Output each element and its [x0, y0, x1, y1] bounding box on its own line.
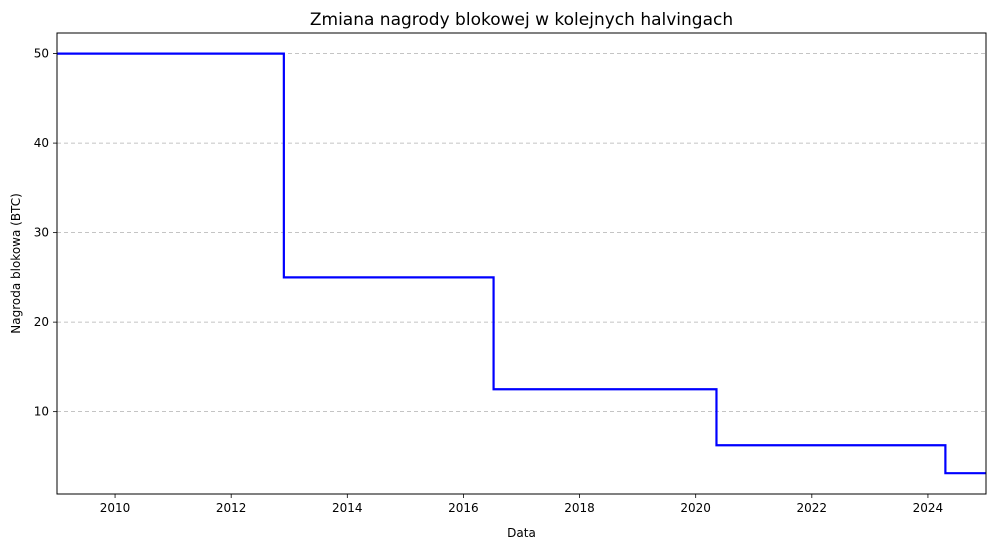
x-axis-label: Data — [507, 526, 536, 540]
x-tick-label: 2020 — [680, 501, 711, 515]
y-axis-label: Nagroda blokowa (BTC) — [9, 193, 23, 333]
y-tick-label: 20 — [34, 315, 49, 329]
chart-title: Zmiana nagrody blokowej w kolejnych halv… — [310, 10, 733, 30]
grid-lines — [57, 53, 986, 413]
plot-area-frame — [56, 32, 987, 495]
series-layer — [57, 52, 986, 475]
x-tick-label: 2018 — [564, 501, 595, 515]
x-tick-label: 2024 — [913, 501, 944, 515]
x-tick-label: 2014 — [332, 501, 363, 515]
x-tick-label: 2022 — [797, 501, 828, 515]
y-axis-ticks: 10 20 30 40 50 — [34, 47, 57, 419]
x-axis-ticks: 2010 2012 2014 2016 2018 2020 2022 2024 — [100, 494, 943, 515]
y-tick-label: 50 — [34, 47, 49, 61]
x-tick-label: 2012 — [216, 501, 247, 515]
y-tick-label: 30 — [34, 226, 49, 240]
y-tick-label: 10 — [34, 405, 49, 419]
series-line — [57, 52, 986, 475]
y-tick-label: 40 — [34, 136, 49, 150]
x-tick-label: 2016 — [448, 501, 479, 515]
x-tick-label: 2010 — [100, 501, 131, 515]
